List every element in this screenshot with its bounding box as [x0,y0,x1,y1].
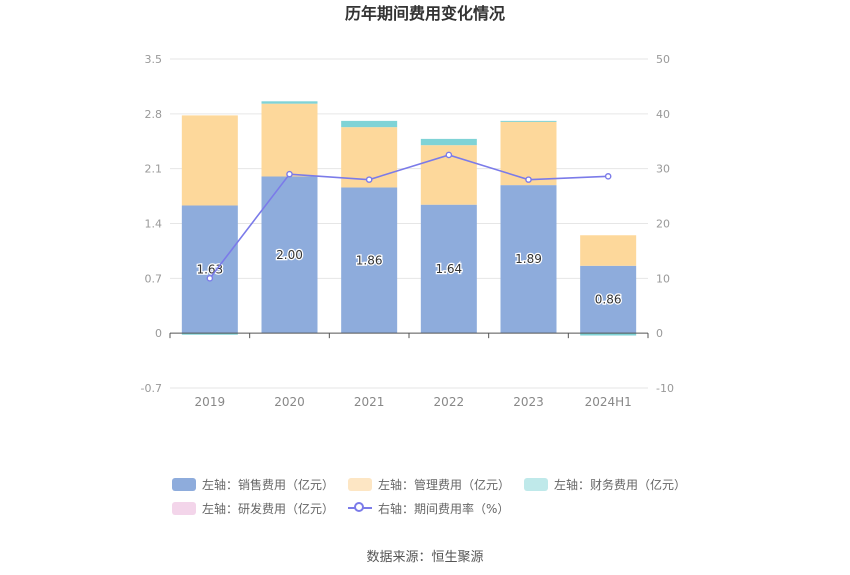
bar-value-label: 0.86 [595,292,622,306]
rate-point [525,176,532,183]
right-tick-label: 20 [656,218,670,231]
left-tick-label: 0 [155,327,162,340]
legend-swatch-admin [348,477,373,491]
right-tick-label: 30 [656,163,670,176]
rate-point [365,176,373,183]
bar-segment [341,187,398,334]
bar-segment [580,333,637,336]
bar-value-label: 2.00 [276,248,303,262]
right-tick-label: 0 [656,327,663,340]
chart: 历年期间费用变化情况 3.5 2.8 2.1 1.4 0.7 0 -0.7 50 40 30 20… [141,4,674,409]
legend-label-finance: 左轴：财务费用（亿元） [554,477,687,492]
left-tick-label: 3.5 [145,53,163,66]
right-tick-label: 10 [656,272,670,285]
bar-value-label: 1.86 [356,253,383,267]
legend-label-rate: 右轴：期间费用率（%） [378,501,510,516]
bar-segment [261,103,318,177]
left-tick-label: 2.1 [145,163,163,176]
x-tick-label: 2019 [195,395,226,409]
bar-segment [420,204,477,334]
legend-swatch-rnd [172,501,196,515]
bar-segment [500,120,557,122]
right-tick-label: -10 [656,382,674,395]
grid-lines [170,58,648,389]
x-tick-label: 2023 [513,395,544,409]
left-tick-label: 1.4 [145,218,163,231]
bar-segment [500,185,557,334]
legend-item-finance[interactable]: 左轴：财务费用（亿元） [524,476,686,493]
legend-swatch-finance [524,477,549,491]
bars [181,101,637,336]
bar-value-label: 1.63 [196,262,223,276]
right-tick-label: 40 [656,108,670,121]
rate-point [445,151,453,159]
left-tick-label: -0.7 [141,382,162,395]
x-tick-label: 2020 [274,395,305,409]
bar-value-label: 1.89 [515,252,542,266]
bar-segment [181,333,238,335]
bar-segment [181,205,238,334]
data-source: 数据来源：恒生聚源 [366,550,484,565]
legend-swatch-sales [172,477,196,491]
legend-item-rate[interactable]: 右轴：期间费用率（%） [348,500,509,517]
x-axis-ticks: 2019 2020 2021 2022 2023 2024H1 [195,395,632,409]
left-tick-label: 0.7 [145,272,163,285]
x-tick-label: 2022 [434,395,465,409]
x-tick-label: 2024H1 [585,395,632,409]
bar-segment [500,121,557,186]
chart-title: 历年期间费用变化情况 [345,4,505,23]
legend: 左轴：销售费用（亿元） 左轴：管理费用（亿元） 左轴：财务费用（亿元） 左轴：研… [172,472,732,520]
rate-point [286,170,293,178]
left-tick-label: 2.8 [145,108,163,121]
bar-segment [181,115,238,206]
legend-label-rnd: 左轴：研发费用（亿元） [202,501,335,516]
rate-line-path [209,154,609,279]
bar-segment [580,265,637,334]
right-tick-label: 50 [656,53,670,66]
legend-item-sales[interactable]: 左轴：销售费用（亿元） [172,476,334,493]
legend-item-rnd[interactable]: 左轴：研发费用（亿元） [172,500,334,517]
legend-label-sales: 左轴：销售费用（亿元） [202,477,335,492]
bar-segment [341,120,398,128]
left-axis-ticks: 3.5 2.8 2.1 1.4 0.7 0 -0.7 [141,53,162,395]
legend-item-admin[interactable]: 左轴：管理费用（亿元） [348,476,510,493]
x-tick-label: 2021 [354,395,385,409]
bar-segment [420,138,477,146]
x-axis [169,332,649,339]
rate-line [206,151,612,282]
bar-segment [580,235,637,266]
rate-point [206,275,214,282]
bar-value-labels: 1.63 2.00 1.86 1.64 1.89 0.86 [195,247,623,308]
right-axis-ticks: 50 40 30 20 10 0 -10 [656,53,674,395]
bar-segment [261,101,318,104]
legend-label-admin: 左轴：管理费用（亿元） [378,477,511,492]
bar-segment [261,176,318,334]
legend-line-icon [348,501,373,515]
bar-value-label: 1.64 [435,262,462,276]
rate-point [604,173,612,180]
